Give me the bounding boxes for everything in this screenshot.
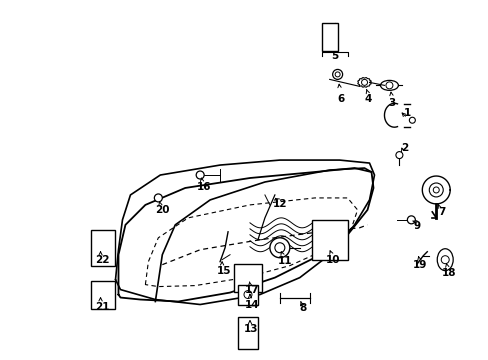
Circle shape <box>385 82 392 89</box>
Text: 2: 2 <box>400 143 407 153</box>
Bar <box>311 220 347 260</box>
Bar <box>238 318 258 349</box>
Circle shape <box>274 243 285 253</box>
Bar <box>321 23 337 50</box>
Text: 14: 14 <box>244 300 259 310</box>
Bar <box>238 285 258 305</box>
Circle shape <box>332 69 342 80</box>
Text: 7: 7 <box>438 207 445 217</box>
Text: 22: 22 <box>95 255 110 265</box>
Circle shape <box>196 171 203 179</box>
Text: 11: 11 <box>277 256 291 266</box>
Circle shape <box>154 194 162 202</box>
Circle shape <box>440 256 448 264</box>
Circle shape <box>244 293 250 298</box>
Text: 8: 8 <box>299 302 306 312</box>
Circle shape <box>334 72 340 77</box>
Circle shape <box>408 117 414 123</box>
Text: 17: 17 <box>244 284 259 294</box>
Bar <box>90 280 114 309</box>
Text: 16: 16 <box>197 182 211 192</box>
Text: 15: 15 <box>216 266 231 276</box>
Text: 20: 20 <box>155 205 169 215</box>
Circle shape <box>428 183 442 197</box>
Circle shape <box>432 187 438 193</box>
Text: 9: 9 <box>413 221 420 231</box>
Circle shape <box>361 80 367 85</box>
Text: 1: 1 <box>403 108 410 118</box>
Text: 6: 6 <box>336 94 344 104</box>
Text: 12: 12 <box>272 199 286 209</box>
Text: 19: 19 <box>412 260 427 270</box>
Text: 18: 18 <box>441 267 455 278</box>
Bar <box>90 230 114 266</box>
Circle shape <box>244 291 251 298</box>
Circle shape <box>407 216 414 224</box>
Text: 5: 5 <box>330 51 338 62</box>
Text: 3: 3 <box>388 98 395 108</box>
Circle shape <box>269 238 289 258</box>
Bar <box>234 264 262 292</box>
Circle shape <box>395 152 402 159</box>
Text: 10: 10 <box>325 255 339 265</box>
Text: 4: 4 <box>364 94 371 104</box>
Text: 13: 13 <box>243 324 258 334</box>
Text: 21: 21 <box>95 302 110 311</box>
